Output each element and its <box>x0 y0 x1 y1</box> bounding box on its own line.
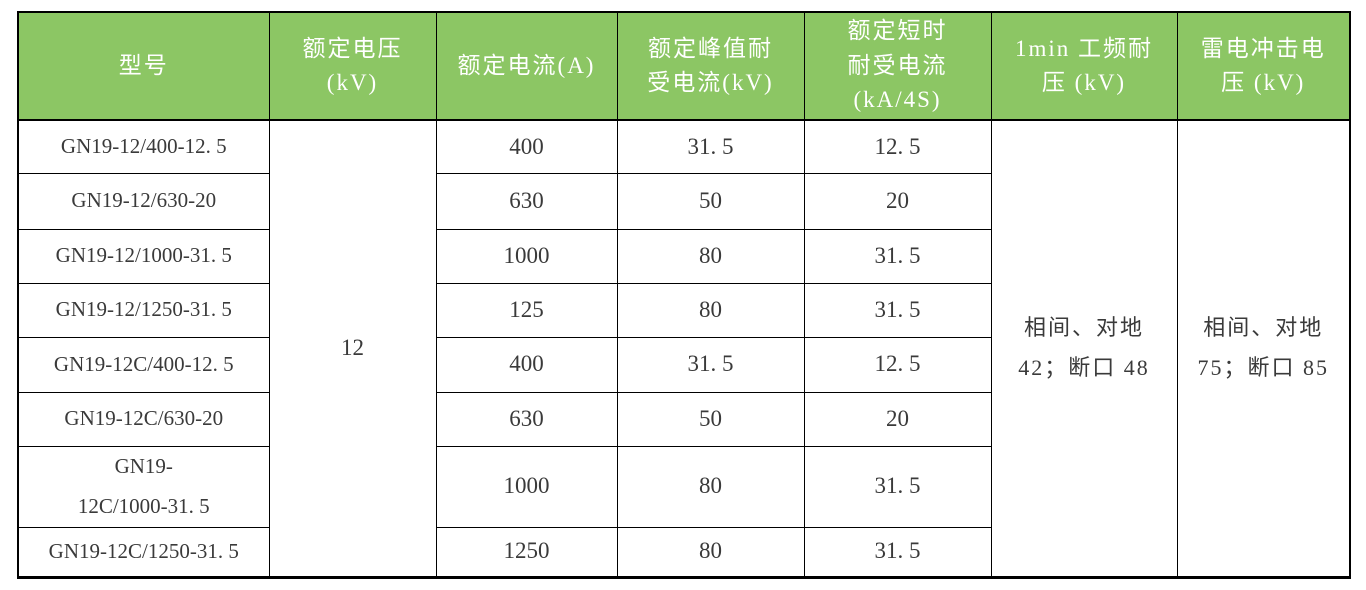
cell-short: 12. 5 <box>803 336 992 393</box>
table-body: GN19-12/400-12. 5 12 400 31. 5 12. 5 相间、… <box>17 119 1351 578</box>
cell-model: GN19- 12C/1000-31. 5 <box>17 445 270 528</box>
table-row: GN19-12/1250-31. 5 125 80 31. 5 <box>17 282 1350 338</box>
table-row: GN19-12C/400-12. 5 400 31. 5 12. 5 <box>17 336 1350 393</box>
cell-current: 1000 <box>435 445 618 528</box>
cell-short: 31. 5 <box>803 228 992 284</box>
cell-model: GN19-12C/630-20 <box>17 391 270 447</box>
cell-model: GN19-12/630-20 <box>17 172 270 230</box>
cell-model: GN19-12/1000-31. 5 <box>17 228 270 284</box>
header-row: 型号 额定电压 (kV) 额定电流(A) 额定峰值耐 受电流(kV) 额定短时 … <box>17 11 1351 121</box>
cell-current: 630 <box>435 391 618 447</box>
cell-current: 125 <box>435 282 618 338</box>
cell-short: 12. 5 <box>803 119 992 174</box>
header-power-frequency-withstand: 1min 工频耐 压 (kV) <box>990 11 1178 121</box>
cell-short: 20 <box>803 172 992 230</box>
table-row: GN19-12C/1250-31. 5 1250 80 31. 5 <box>17 526 1350 578</box>
cell-model: GN19-12C/400-12. 5 <box>17 336 270 393</box>
table-row: GN19-12/400-12. 5 12 400 31. 5 12. 5 相间、… <box>17 119 1351 578</box>
table-header: 型号 额定电压 (kV) 额定电流(A) 额定峰值耐 受电流(kV) 额定短时 … <box>17 11 1351 121</box>
cell-lightning-merged: 相间、对地 75；断口 85 <box>1176 119 1351 578</box>
table-row: GN19-12C/630-20 630 50 20 <box>17 391 1350 447</box>
spec-table: 型号 额定电压 (kV) 额定电流(A) 额定峰值耐 受电流(kV) 额定短时 … <box>17 11 1351 579</box>
cell-current: 400 <box>435 336 618 393</box>
cell-short: 31. 5 <box>803 282 992 338</box>
cell-peak: 50 <box>616 172 805 230</box>
cell-model: GN19-12/400-12. 5 <box>17 119 270 174</box>
cell-current: 630 <box>435 172 618 230</box>
cell-model: GN19-12/1250-31. 5 <box>17 282 270 338</box>
cell-short: 31. 5 <box>803 526 992 578</box>
cell-peak: 80 <box>616 282 805 338</box>
cell-power-freq-merged: 相间、对地 42；断口 48 <box>990 119 1178 578</box>
header-lightning-impulse: 雷电冲击电 压 (kV) <box>1176 11 1351 121</box>
cell-model: GN19-12C/1250-31. 5 <box>17 526 270 578</box>
table-row: GN19- 12C/1000-31. 5 1000 80 31. 5 <box>17 445 1350 528</box>
cell-short: 31. 5 <box>803 445 992 528</box>
table-row: GN19-12/630-20 630 50 20 <box>17 172 1350 230</box>
cell-rated-voltage-merged: 12 <box>268 119 437 578</box>
cell-peak: 80 <box>616 445 805 528</box>
header-peak-withstand-current: 额定峰值耐 受电流(kV) <box>616 11 805 121</box>
cell-short: 20 <box>803 391 992 447</box>
cell-current: 400 <box>435 119 618 174</box>
cell-peak: 50 <box>616 391 805 447</box>
header-model: 型号 <box>17 11 270 121</box>
cell-peak: 80 <box>616 526 805 578</box>
header-rated-current: 额定电流(A) <box>435 11 618 121</box>
table-row: GN19-12/1000-31. 5 1000 80 31. 5 <box>17 228 1350 284</box>
cell-current: 1000 <box>435 228 618 284</box>
cell-peak: 31. 5 <box>616 119 805 174</box>
cell-peak: 80 <box>616 228 805 284</box>
cell-peak: 31. 5 <box>616 336 805 393</box>
header-short-time-withstand-current: 额定短时 耐受电流 (kA/4S) <box>803 11 992 121</box>
header-rated-voltage: 额定电压 (kV) <box>268 11 437 121</box>
cell-current: 1250 <box>435 526 618 578</box>
